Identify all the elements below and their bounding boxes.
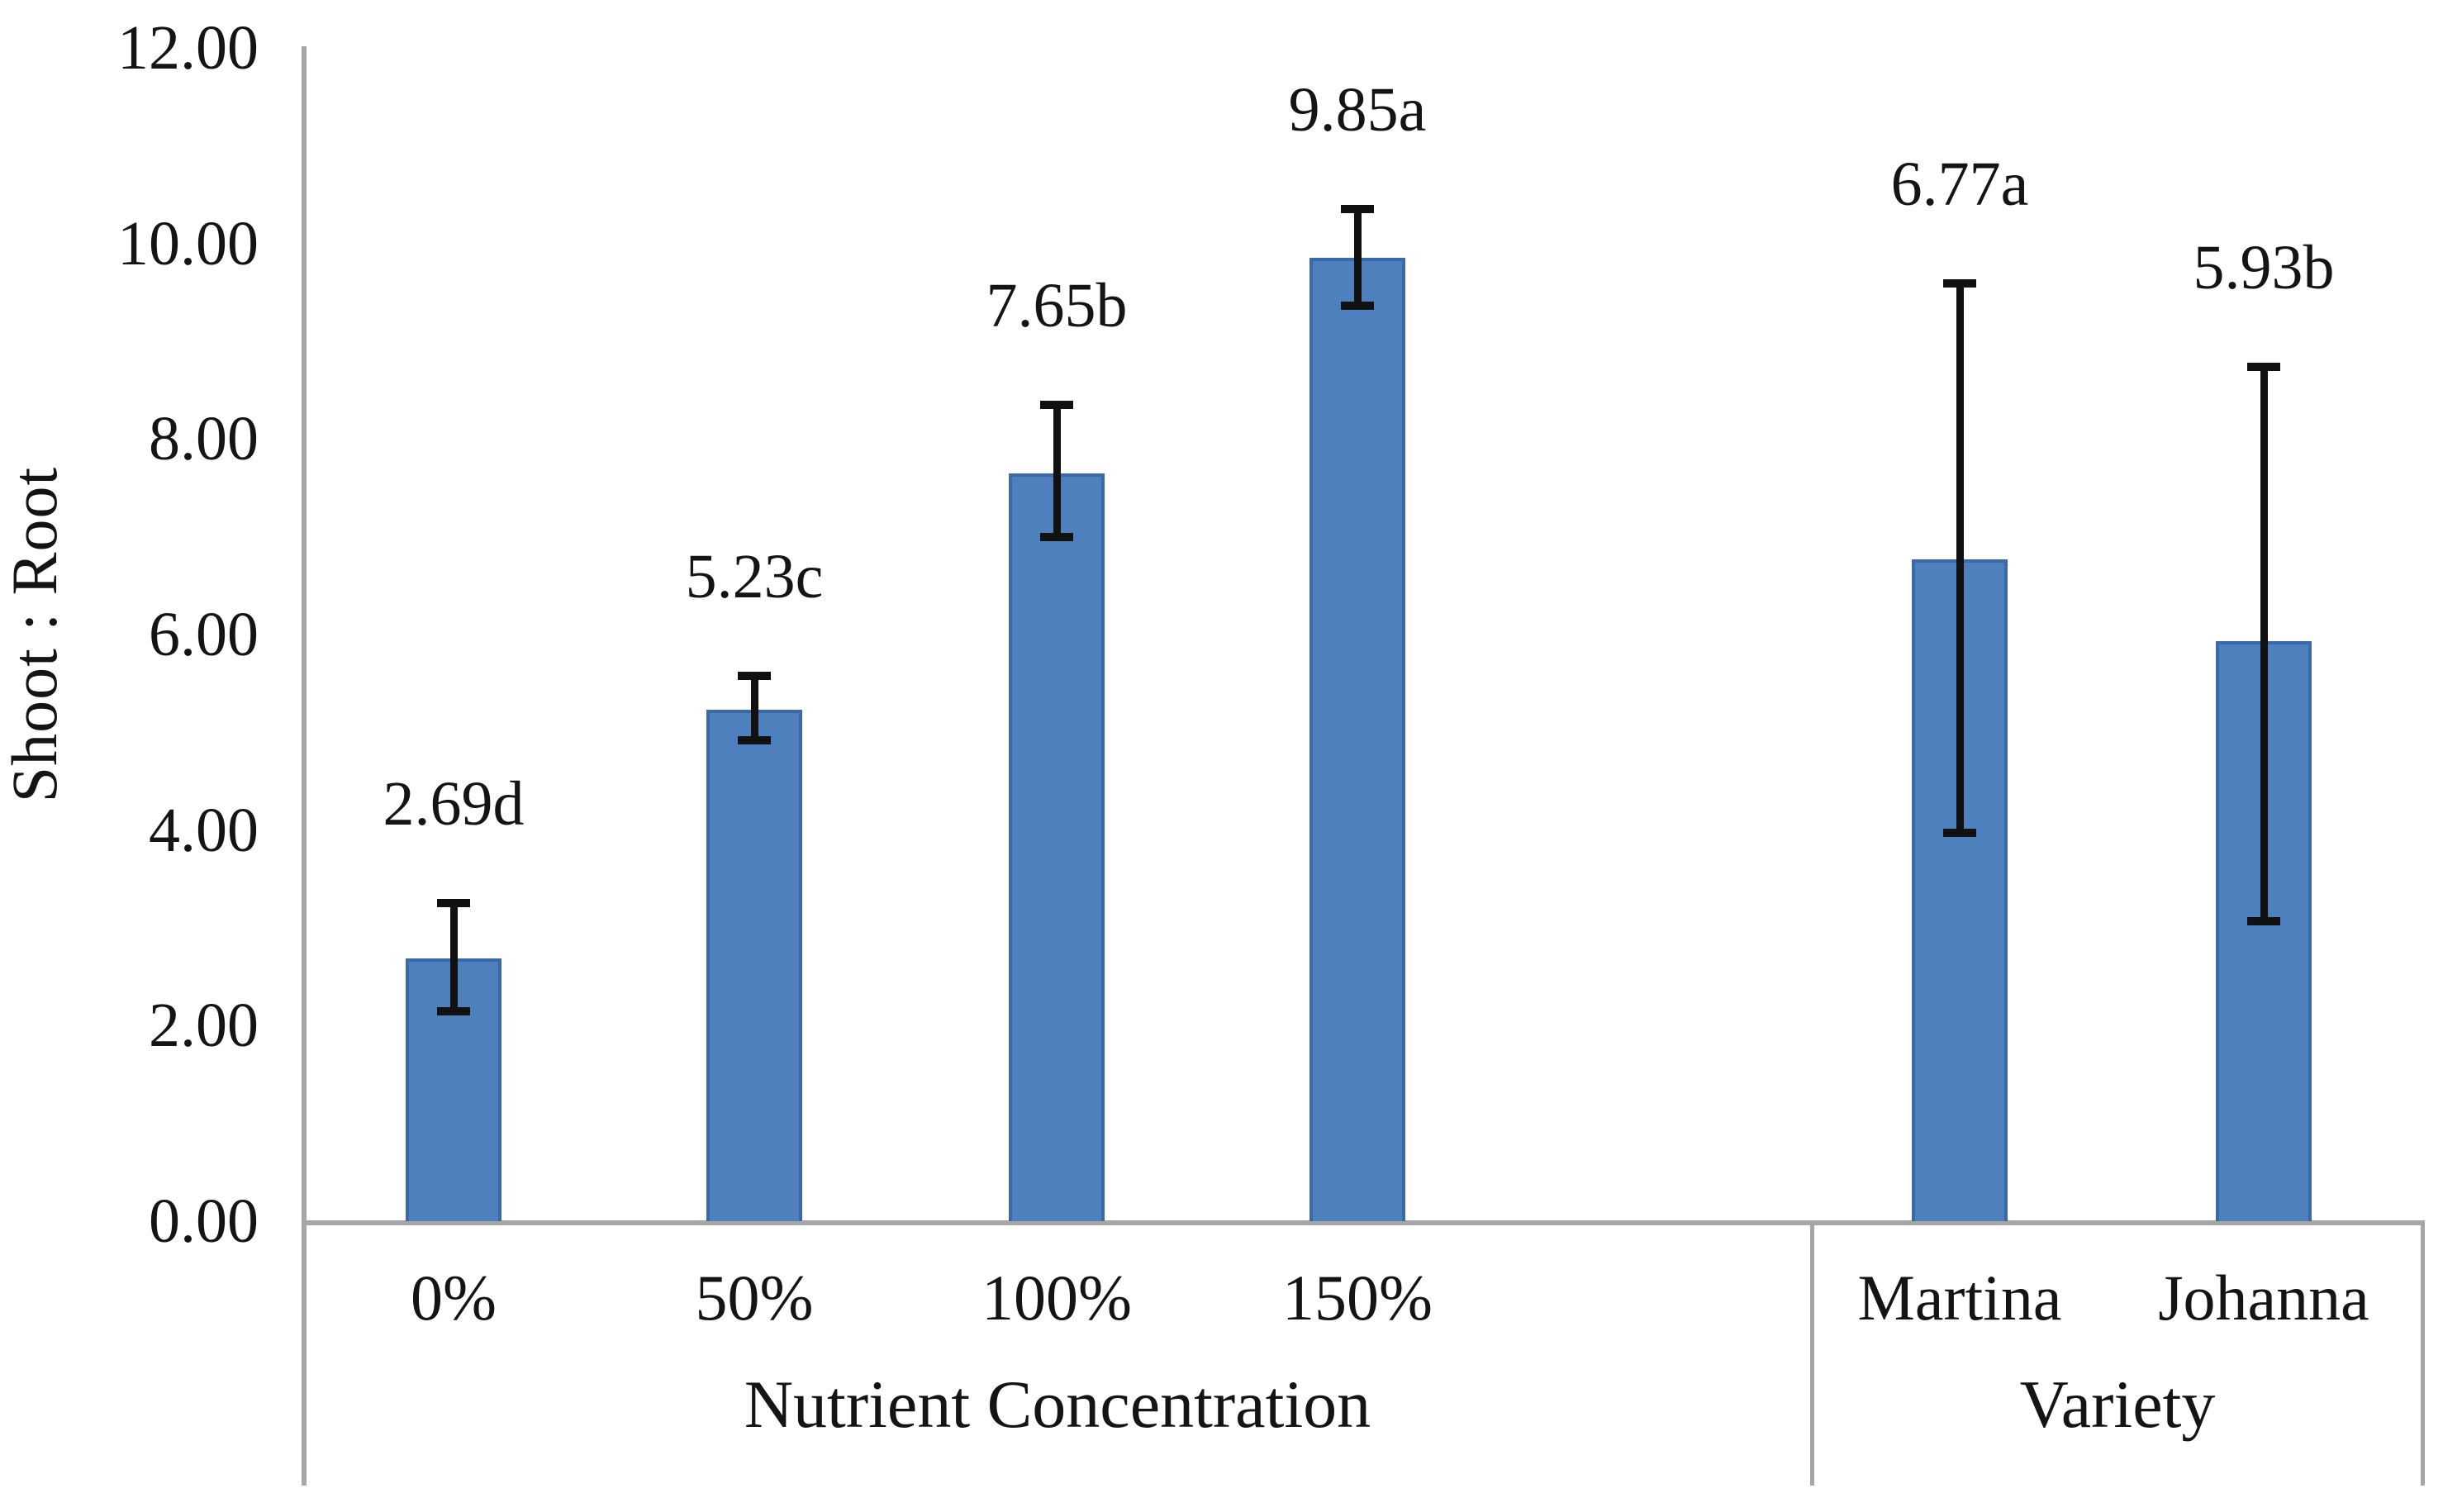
y-tick-label-6.00: 6.00 [149,600,259,669]
category-label-100: 100% [981,1262,1132,1334]
y-tick-label-8.00: 8.00 [149,404,259,474]
group-label-nutrient-concentration: Nutrient Concentration [744,1367,1371,1442]
error-bar-cap-high-martina [1943,279,1976,288]
y-tick-label-10.00: 10.00 [117,208,259,278]
group-label-variety: Variety [2019,1367,2216,1442]
data-label-martina: 6.77a [1890,150,2029,220]
error-bar-line-150 [1353,209,1362,307]
error-bar-line-50 [750,675,758,740]
error-bar-cap-low-150 [1341,302,1374,311]
data-label-50: 5.23c [685,541,824,611]
group-divider-line [1810,1220,1814,1486]
error-bar-cap-high-150 [1341,205,1374,214]
error-bar-cap-low-50 [738,735,771,744]
error-bar-cap-low-100 [1040,532,1073,541]
y-axis-line [302,46,307,1486]
y-tick-label-4.00: 4.00 [149,795,259,865]
category-label-150: 150% [1282,1262,1433,1334]
error-bar-cap-high-johanna [2247,362,2280,371]
bar-150 [1309,258,1405,1221]
error-bar-line-0 [449,903,458,1011]
error-bar-cap-low-0 [437,1006,470,1015]
data-label-100: 7.65b [986,270,1128,340]
x-axis-line [302,1220,2425,1225]
data-label-johanna: 5.93b [2193,232,2335,302]
error-bar-cap-high-0 [437,899,470,908]
bar-100 [1009,473,1105,1221]
category-label-martina: Martina [1857,1262,2062,1334]
bar-50 [706,710,802,1221]
category-label-johanna: Johanna [2158,1262,2369,1334]
data-label-150: 9.85a [1288,75,1427,145]
category-label-0: 0% [411,1262,497,1334]
error-bar-line-martina [1956,283,1964,834]
data-label-0: 2.69d [383,769,525,839]
error-bar-cap-low-johanna [2247,916,2280,925]
category-label-50: 50% [695,1262,814,1334]
error-bar-cap-high-100 [1040,400,1073,409]
error-bar-cap-low-martina [1943,829,1976,838]
y-tick-label-0.00: 0.00 [149,1186,259,1256]
right-border-line [2421,1220,2425,1486]
y-tick-label-12.00: 12.00 [117,13,259,83]
error-bar-line-johanna [2260,366,2268,921]
error-bar-cap-high-50 [738,671,771,680]
y-tick-label-2.00: 2.00 [149,991,259,1061]
error-bar-line-100 [1053,404,1061,537]
